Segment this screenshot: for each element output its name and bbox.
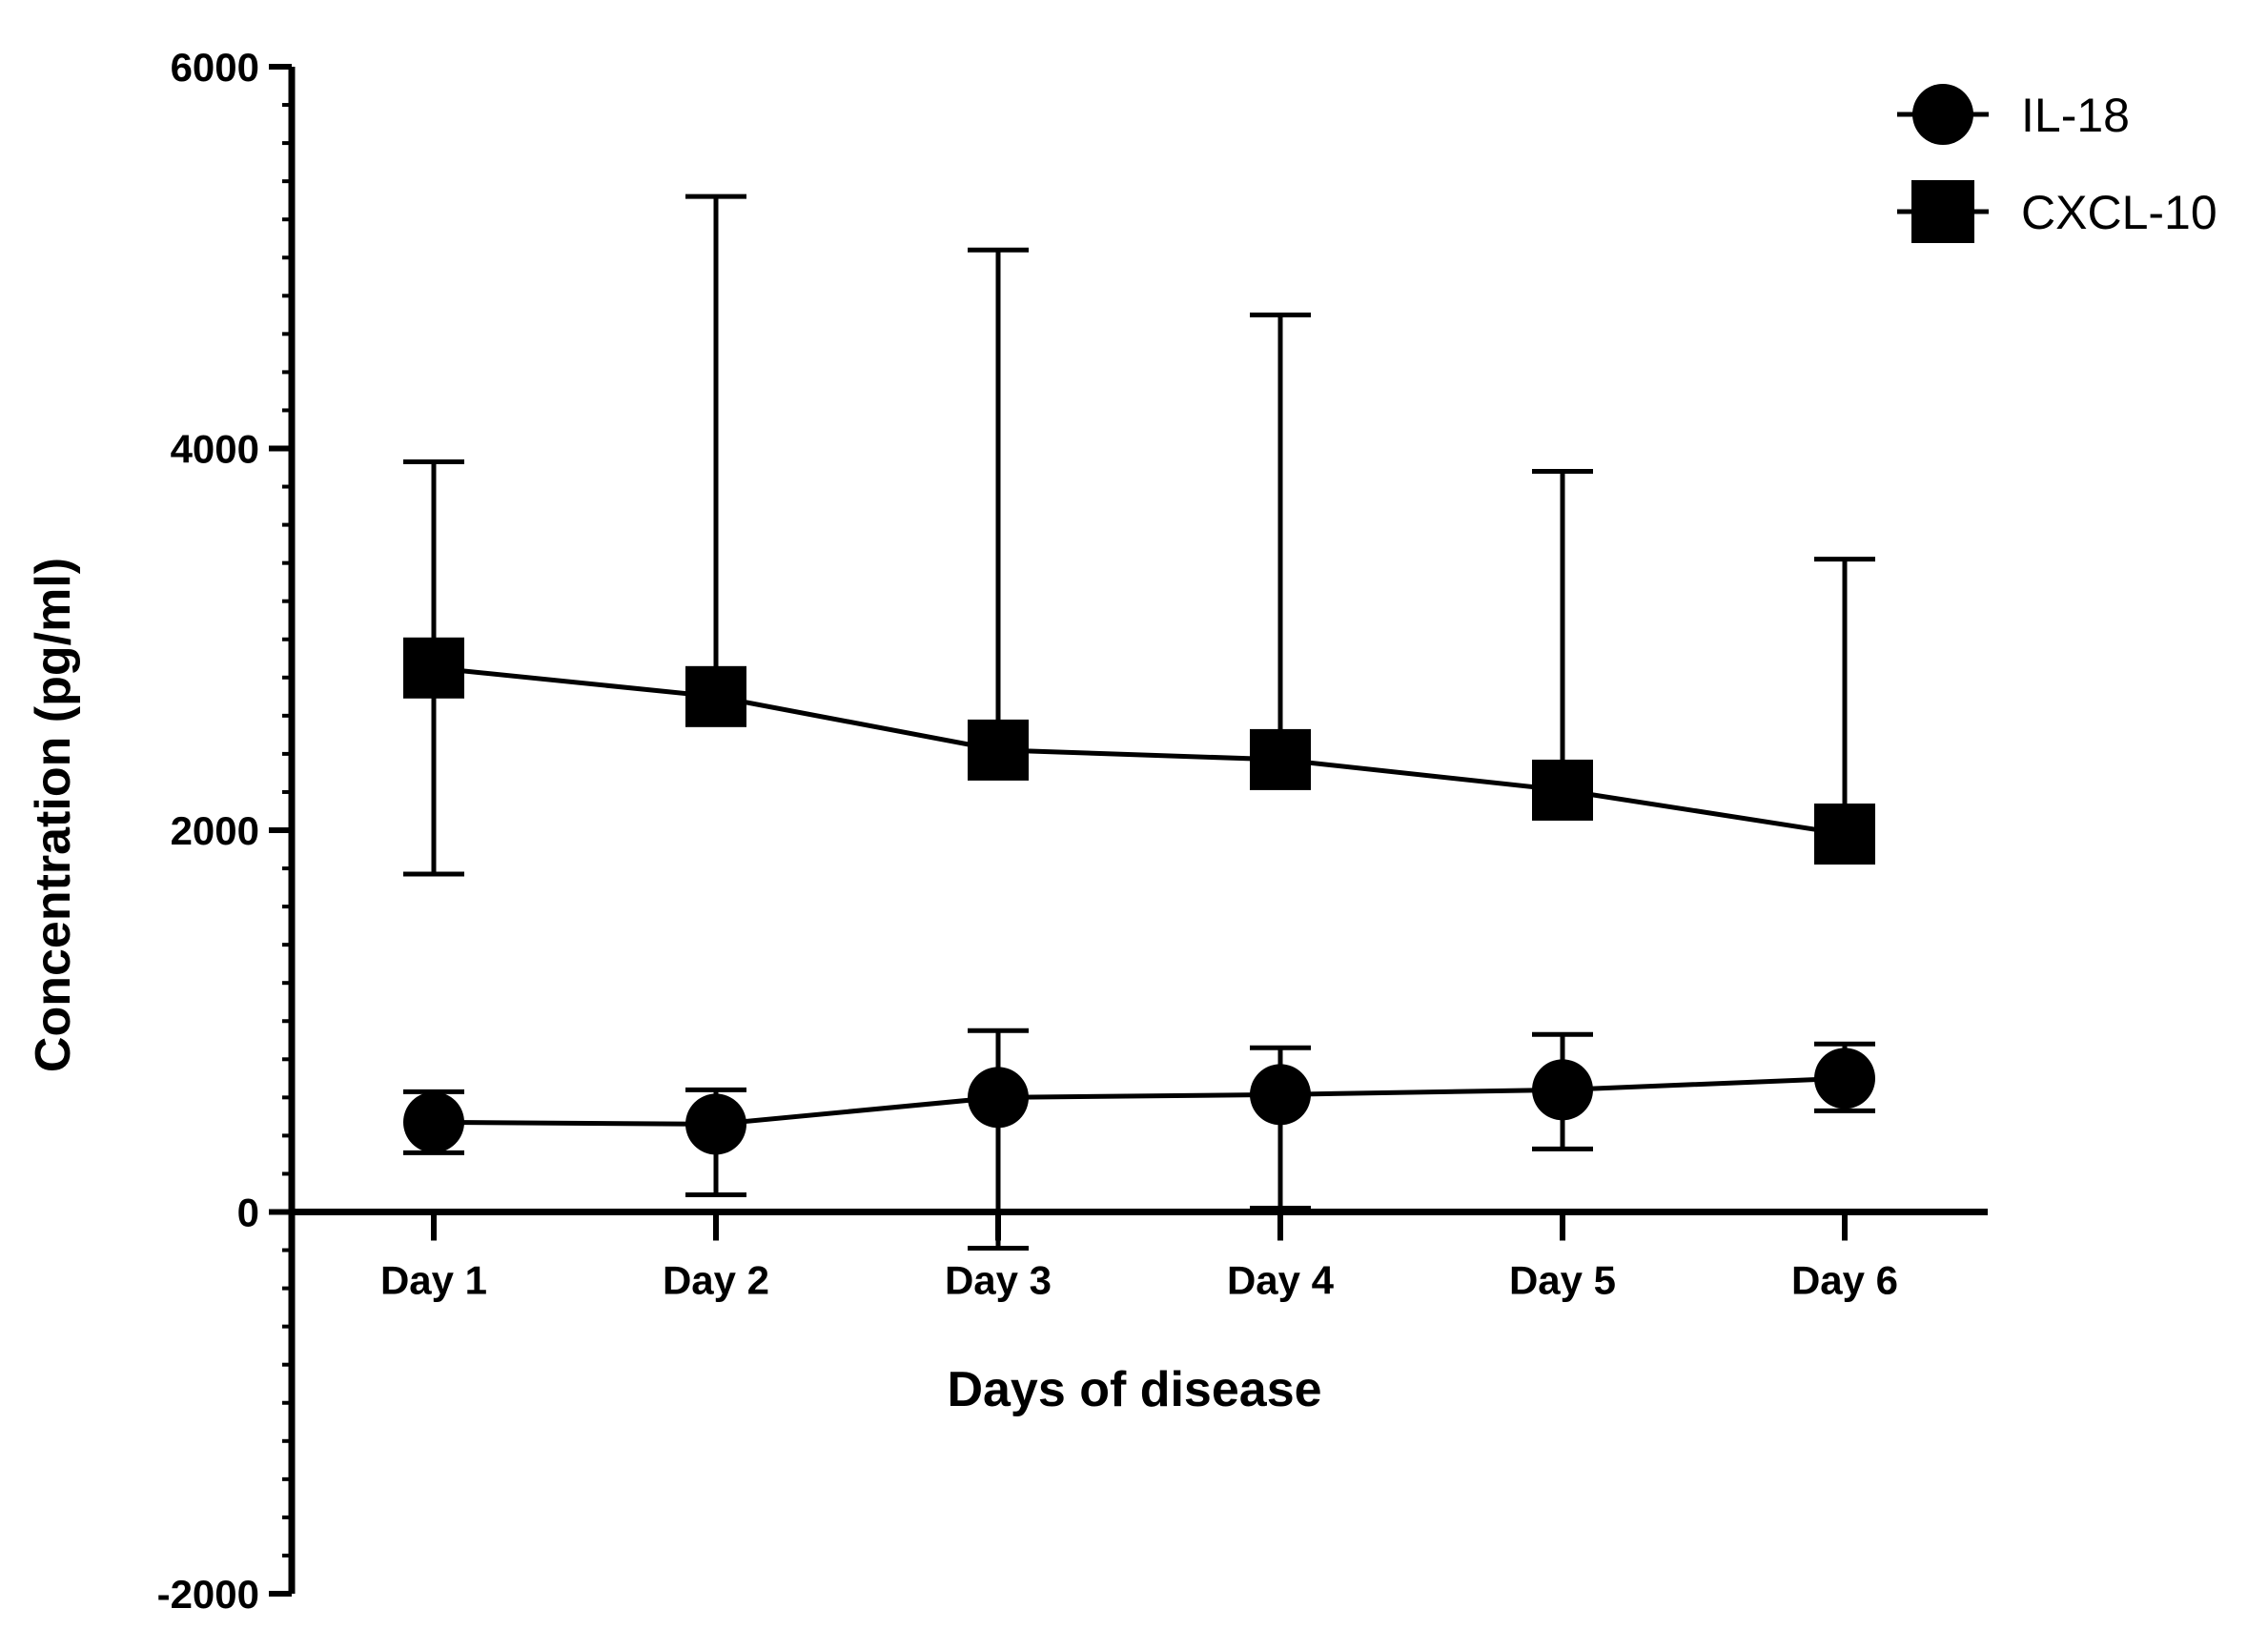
legend: IL-18 CXCL-10 xyxy=(1897,84,2217,243)
data-point-circle xyxy=(1250,1064,1311,1126)
data-point-square xyxy=(1250,728,1311,790)
data-point-circle xyxy=(403,1091,464,1153)
series-line xyxy=(433,1075,1846,1127)
data-point-circle xyxy=(968,1067,1029,1129)
data-point-circle xyxy=(1532,1059,1593,1121)
x-tick-label: Day 3 xyxy=(945,1258,1052,1303)
series-il-18 xyxy=(403,1028,1875,1252)
data-point-square xyxy=(968,719,1029,781)
series-cxcl-10 xyxy=(403,193,1875,877)
legend-item: CXCL-10 xyxy=(1897,180,2217,243)
x-tick-label: Day 5 xyxy=(1509,1258,1616,1303)
legend-item: IL-18 xyxy=(1897,84,2130,145)
y-tick-label: 0 xyxy=(237,1191,259,1235)
y-tick-label: 2000 xyxy=(171,808,259,853)
y-tick-label: 4000 xyxy=(171,427,259,472)
data-point-square xyxy=(1532,759,1593,821)
series-layer xyxy=(403,193,1875,1252)
data-point-circle xyxy=(1814,1048,1875,1110)
y-tick-label: -2000 xyxy=(157,1572,259,1617)
legend-label: IL-18 xyxy=(2021,89,2130,142)
data-point-square xyxy=(403,637,464,699)
data-point-circle xyxy=(685,1093,746,1155)
legend-marker-square xyxy=(1911,180,1974,243)
x-tick-label: Day 1 xyxy=(380,1258,487,1303)
series-line xyxy=(433,665,1846,837)
data-point-square xyxy=(685,665,746,727)
legend-label: CXCL-10 xyxy=(2021,186,2217,239)
axes: 6000 4000 2000 0 -2000 Day 1 Day 2 Day 3 Day 4 Da… xyxy=(157,45,1988,1617)
y-axis-title: Concentration (pg/ml) xyxy=(26,558,81,1072)
x-tick-label: Day 4 xyxy=(1227,1258,1335,1303)
y-tick-label: 6000 xyxy=(171,45,259,90)
x-tick-label: Day 2 xyxy=(663,1258,769,1303)
legend-marker-circle xyxy=(1912,84,1973,145)
x-axis-title: Days of disease xyxy=(947,1362,1321,1417)
x-tick-label: Day 6 xyxy=(1791,1258,1898,1303)
data-point-square xyxy=(1814,804,1875,865)
